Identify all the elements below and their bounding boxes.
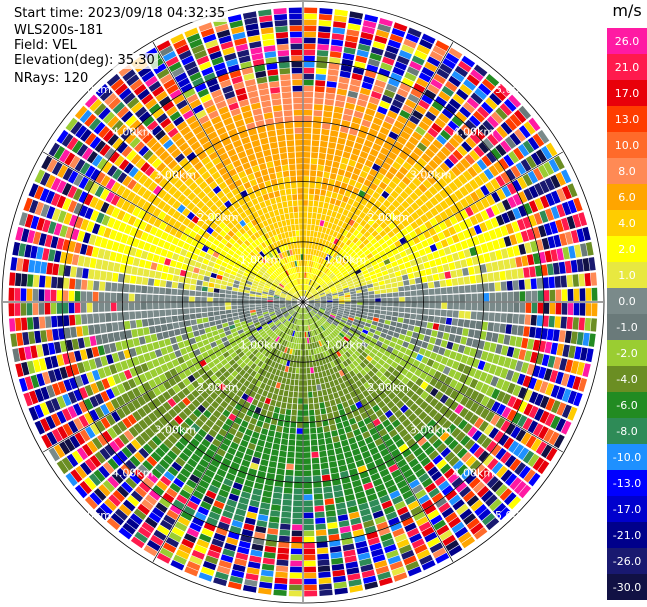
colorbar-tick-label: 0.0 [618, 295, 636, 308]
range-ring [1, 0, 605, 604]
colorbar-cell [607, 80, 647, 106]
instrument-label: WLS200s-181 [11, 23, 107, 39]
colorbar-tick-label: -17.0 [613, 503, 641, 516]
range-ring-label: 3.00km [410, 424, 452, 437]
field-label: Field: VEL [11, 38, 80, 54]
colorbar-cell [607, 548, 647, 574]
range-ring-label: 2.00km [367, 211, 409, 224]
colorbar-cell [607, 132, 647, 158]
velocity-bin-group [10, 44, 598, 591]
range-ring-label: 5.00km [69, 509, 111, 522]
azimuth-spoke [43, 301, 304, 453]
colorbar-tick-label: 1.0 [618, 269, 636, 282]
azimuth-spoke [302, 301, 454, 562]
range-ring-label: 1.00km [325, 339, 367, 352]
colorbar-tick-label: -1.0 [616, 321, 637, 334]
colorbar-cell [607, 262, 647, 288]
range-ring-label: 3.00km [155, 168, 197, 181]
colorbar-tick-label: 26.0 [615, 35, 640, 48]
range-ring-label: 4.00km [452, 126, 494, 139]
range-ring-label: 5.00km [495, 509, 537, 522]
start-time-label: Start time: 2023/09/18 04:32:35 [11, 6, 229, 22]
colorbar-cell [607, 314, 647, 340]
azimuth-spoke [152, 301, 304, 562]
colorbar-tick-label: -30.0 [613, 581, 641, 594]
azimuth-spokes [3, 2, 603, 602]
range-ring-label: 3.00km [410, 168, 452, 181]
colorbar-tick-label: -4.0 [616, 373, 637, 386]
colorbar-cell [607, 392, 647, 418]
colorbar-tick-label: 8.0 [618, 165, 636, 178]
colorbar-tick-label: -8.0 [616, 425, 637, 438]
colorbar-cell [607, 28, 647, 54]
colorbar-tick-label: -13.0 [613, 477, 641, 490]
range-ring-label: 2.00km [197, 211, 239, 224]
range-ring-label: 1.00km [325, 253, 367, 266]
colorbar-cell [607, 54, 647, 80]
azimuth-spoke [302, 42, 454, 303]
colorbar-cell [607, 106, 647, 132]
colorbar-tick-label: 4.0 [618, 217, 636, 230]
range-ring-label: 4.00km [112, 466, 154, 479]
colorbar-cell [607, 236, 647, 262]
velocity-bin-group [32, 9, 568, 579]
azimuth-spoke [302, 301, 563, 453]
range-ring-label: 3.00km [155, 424, 197, 437]
range-ring-label: 2.00km [197, 381, 239, 394]
velocity-bin-group [27, 20, 598, 597]
elevation-label: Elevation(deg): 35.30 [11, 53, 158, 69]
colorbar-cell [607, 470, 647, 496]
range-ring-label: 4.00km [112, 126, 154, 139]
colorbar-cell [607, 522, 647, 548]
range-ring-label: 1.00km [240, 339, 282, 352]
colorbar-tick-label: 17.0 [615, 87, 640, 100]
colorbar-cell [607, 340, 647, 366]
colorbar-cell [607, 366, 647, 392]
colorbar-cell [607, 210, 647, 236]
colorbar-cell [607, 184, 647, 210]
range-ring-label: 4.00km [452, 466, 494, 479]
colorbar-tick-label: 21.0 [615, 61, 640, 74]
colorbar-cell [607, 574, 647, 600]
range-ring-label: 5.00km [495, 83, 537, 96]
colorbar-cell [607, 158, 647, 184]
azimuth-spoke [302, 151, 563, 303]
colorbar-tick-label: 13.0 [615, 113, 640, 126]
colorbar-cell [607, 418, 647, 444]
range-ring-label: 2.00km [367, 381, 409, 394]
colorbar-tick-label: -10.0 [613, 451, 641, 464]
colorbar-tick-label: 6.0 [618, 191, 636, 204]
nrays-label: NRays: 120 [11, 71, 92, 87]
range-ring-labels: 1.00km 1.00km 1.00km 1.00km 2.00km 2.00km 2.00… [69, 83, 536, 522]
colorbar-cell [607, 288, 647, 314]
range-ring-label: 1.00km [240, 253, 282, 266]
colorbar-cell [607, 444, 647, 470]
colorbar-tick-label: -2.0 [616, 347, 637, 360]
colorbar-tick-label: 2.0 [618, 243, 636, 256]
colorbar-tick-label: 10.0 [615, 139, 640, 152]
colorbar-tick-label: -26.0 [613, 555, 641, 568]
velocity-bins [8, 7, 598, 597]
colorbar-unit: m/s [612, 1, 641, 20]
azimuth-spoke [43, 151, 304, 303]
azimuth-spoke [152, 42, 304, 303]
colorbar-tick-label: -6.0 [616, 399, 637, 412]
colorbar-cell [607, 496, 647, 522]
colorbar-tick-label: -21.0 [613, 529, 641, 542]
